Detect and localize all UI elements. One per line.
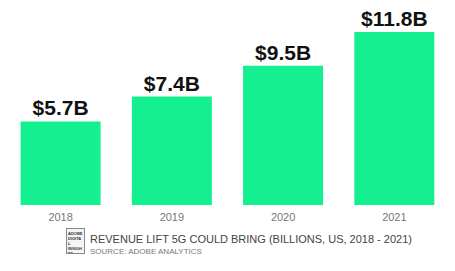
svg-text:$11.8B: $11.8B <box>361 7 428 30</box>
svg-text:$7.4B: $7.4B <box>144 72 200 95</box>
svg-text:$9.5B: $9.5B <box>255 41 311 64</box>
svg-text:2019: 2019 <box>160 211 184 223</box>
svg-text:2018: 2018 <box>48 211 72 223</box>
html-text:SOURCE: ADOBE ANALYTICS: SOURCE: ADOBE ANALYTICS <box>90 247 202 256</box>
html-text:REVENUE LIFT 5G COULD BRING (B: REVENUE LIFT 5G COULD BRING (BILLIONS, U… <box>90 233 412 245</box>
svg-text:2020: 2020 <box>271 211 295 223</box>
svg-text:$5.7B: $5.7B <box>33 96 89 119</box>
svg-text:2021: 2021 <box>382 211 406 223</box>
